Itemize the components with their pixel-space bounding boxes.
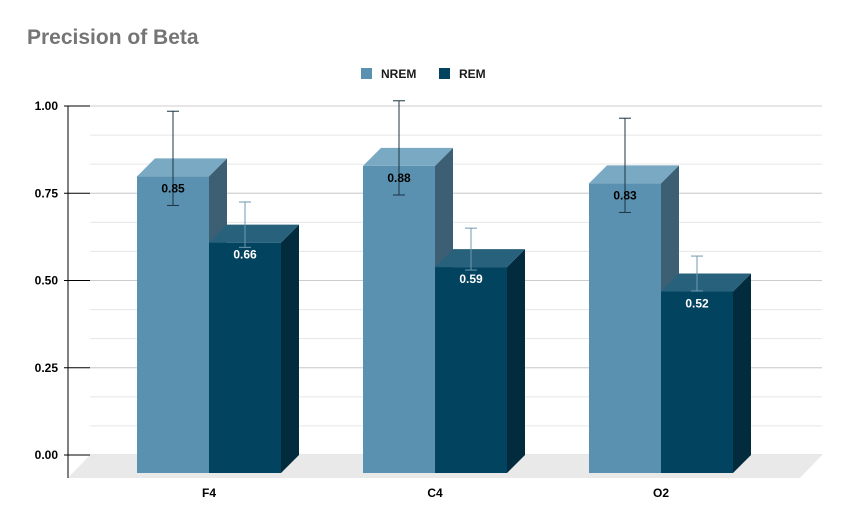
y-tick-label: 0.75 [35,186,59,200]
bar-front-rem [661,291,733,473]
bar-front-nrem [363,165,435,473]
legend-swatch-nrem [361,68,372,79]
bar-side-rem [733,273,751,473]
bar-front-nrem [589,183,661,473]
y-tick-label: 0.00 [35,448,59,462]
x-axis: F4 C4 O2 [202,486,669,500]
data-label: 0.66 [233,248,257,262]
bar-side-rem [281,224,299,473]
legend-label-nrem: NREM [381,67,416,81]
x-tick-label: O2 [653,486,669,500]
data-label: 0.83 [613,188,637,202]
x-tick-label: F4 [202,486,216,500]
bar-top-rem [435,249,525,268]
bar-top-rem [661,273,751,292]
data-label: 0.52 [685,297,709,311]
y-axis: 0.00 0.25 0.50 0.75 1.00 [35,99,90,478]
error-bars [167,100,703,292]
bars [137,147,751,473]
bar-top-nrem [589,165,679,184]
bar-top-rem [209,224,299,243]
legend-label-rem: REM [459,67,486,81]
y-tick-label: 0.25 [35,361,59,375]
bar-front-nrem [137,176,209,473]
legend: NREM REM [361,67,486,81]
data-labels: 0.85 0.66 0.88 0.59 0.83 0.52 [161,171,709,311]
chart-title: Precision of Beta [27,26,199,49]
data-label: 0.85 [161,181,185,195]
data-label: 0.88 [387,171,411,185]
bar-front-rem [435,267,507,473]
legend-swatch-rem [439,68,450,79]
bar-top-nrem [137,158,227,177]
bar-side-rem [507,249,525,473]
x-tick-label: C4 [427,486,443,500]
bar-top-nrem [363,147,453,166]
y-tick-label: 1.00 [35,99,59,113]
y-tick-label: 0.50 [35,274,59,288]
bar-front-rem [209,242,281,473]
data-label: 0.59 [459,272,483,286]
